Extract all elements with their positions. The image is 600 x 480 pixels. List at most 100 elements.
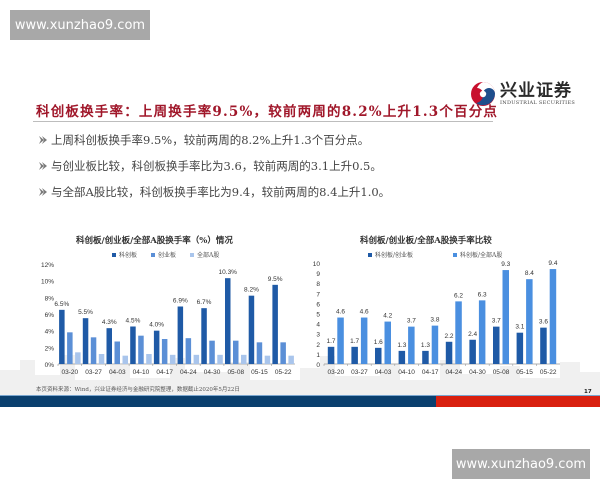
data-label: 6.9% — [173, 298, 188, 305]
bar-chart-plot: 0 1 2 3 4 5 6 7 8 9 10 1.7 4.6 03-20 1.7 4.6 03-27 1.6 4.2… — [313, 260, 560, 376]
data-label: 6.5% — [54, 301, 69, 308]
x-tick-label: 05-08 — [493, 369, 510, 376]
x-tick-label: 05-15 — [516, 369, 533, 376]
cityscape-background — [0, 355, 600, 395]
legend-label: 科创板/全部A股 — [460, 252, 503, 259]
bar — [98, 354, 105, 364]
data-label: 6.7% — [197, 299, 212, 306]
bar — [90, 337, 97, 364]
y-tick-label: 8% — [45, 295, 55, 302]
x-tick-label: 04-17 — [422, 369, 439, 376]
bar — [75, 352, 81, 364]
bar — [540, 327, 547, 364]
bar — [225, 278, 231, 364]
logo-name-en: INDUSTRIAL SECURITIES — [500, 100, 576, 106]
bar — [455, 301, 462, 364]
bar — [256, 342, 263, 364]
logo-swirl-icon — [471, 82, 495, 106]
data-label: 10.3% — [219, 269, 238, 276]
bar — [146, 354, 152, 364]
legend-swatch — [453, 252, 458, 257]
footer-bar-red — [436, 396, 600, 407]
bullet-item: 与创业板比较，科创板换手率比为3.6，较前两周的3.1上升0.5。 — [38, 153, 390, 179]
bar — [288, 355, 294, 364]
data-label: 8.2% — [244, 287, 259, 294]
title-divider — [33, 121, 493, 122]
data-label: 3.7 — [492, 318, 501, 325]
bar — [408, 326, 415, 364]
chevron-bullet-icon — [39, 136, 47, 144]
bar — [375, 347, 382, 364]
x-tick-label: 03-20 — [327, 369, 344, 376]
x-tick-label: 03-20 — [62, 369, 79, 376]
bar-chart-plot: 0% 2% 4% 6% 8% 10% 12% 6.5% 03-20 5.5% 03-27 4.3% 04… — [41, 262, 295, 376]
legend-item: 科创板/创业板 — [368, 250, 413, 259]
bar — [130, 326, 136, 364]
bar — [264, 355, 271, 364]
bar — [248, 295, 255, 364]
y-tick-label: 1 — [316, 352, 320, 359]
legend-swatch — [368, 252, 372, 257]
bar — [201, 308, 207, 364]
y-tick-label: 3 — [316, 332, 320, 339]
chart-title: 科创板/创业板/全部A股换手率（%）情况 — [76, 236, 233, 246]
y-tick-label: 7 — [316, 291, 320, 298]
bar — [161, 339, 168, 364]
legend-swatch — [190, 252, 195, 257]
data-label: 1.3 — [397, 342, 406, 349]
bar — [233, 340, 239, 364]
x-tick-label: 04-10 — [398, 369, 415, 376]
x-tick-label: 04-24 — [445, 369, 462, 376]
logo-name-cn: 兴业证券 — [500, 81, 572, 101]
y-tick-label: 10% — [41, 279, 54, 286]
bar — [493, 326, 500, 364]
data-label: 9.5% — [268, 276, 283, 283]
bar — [106, 328, 112, 364]
legend-item: 科创板/全部A股 — [453, 250, 502, 259]
bar — [193, 354, 200, 364]
y-tick-label: 6 — [316, 301, 320, 308]
company-logo: 兴业证券 INDUSTRIAL SECURITIES — [470, 74, 596, 114]
bar — [153, 330, 160, 364]
bar — [398, 350, 406, 364]
legend-label: 科创板 — [119, 252, 138, 259]
bar — [177, 306, 184, 364]
bar — [502, 270, 509, 364]
y-tick-label: 6% — [45, 312, 55, 319]
y-tick-label: 12% — [41, 262, 54, 269]
bar — [351, 346, 358, 364]
bar — [445, 341, 453, 364]
bullet-text: 与创业板比较，科创板换手率比为3.6，较前两周的3.1上升0.5。 — [51, 159, 382, 173]
legend-label: 创业板 — [158, 252, 177, 259]
bar — [114, 341, 120, 364]
bar — [469, 339, 476, 364]
x-tick-label: 05-22 — [275, 369, 292, 376]
turnover-rate-chart: 科创板/创业板/全部A股换手率（%）情况 科创板 创业板 全部A股 0% 2% 4%… — [30, 228, 300, 380]
y-tick-label: 2 — [316, 342, 320, 349]
bar — [384, 321, 391, 364]
bar — [478, 300, 486, 364]
x-tick-label: 04-17 — [156, 369, 173, 376]
data-label: 6.3 — [478, 291, 487, 298]
footer-accent-line — [0, 395, 600, 396]
source-note: 本页资料来源：Wind，兴业证券经济与金融研究院整理，数据截止2020年5月22… — [36, 387, 240, 393]
chart-legend: 科创板 创业板 全部A股 — [112, 250, 233, 259]
bullet-item: 与全部A股比较，科创板换手率比为9.4，较前两周的8.4上升1.0。 — [38, 179, 390, 205]
bar — [431, 325, 439, 364]
bar — [337, 317, 344, 364]
bullet-item: 上周科创板换手率9.5%，较前两周的8.2%上升1.3个百分点。 — [38, 127, 390, 153]
bar — [272, 284, 278, 364]
x-tick-label: 04-03 — [109, 369, 126, 376]
data-label: 4.2 — [383, 313, 392, 320]
chart-title: 科创板/创业板/全部A股换手率比较 — [360, 236, 492, 246]
data-label: 4.5% — [126, 318, 141, 325]
bullet-text: 与全部A股比较，科创板换手率比为9.4，较前两周的8.4上升1.0。 — [51, 185, 391, 199]
bar — [360, 317, 368, 364]
data-label: 1.7 — [327, 338, 336, 345]
data-label: 2.2 — [445, 333, 454, 340]
chevron-bullet-icon — [39, 162, 47, 170]
data-label: 4.6 — [336, 309, 345, 316]
y-tick-label: 4% — [45, 329, 55, 336]
x-tick-label: 04-10 — [133, 369, 150, 376]
data-label: 3.8 — [430, 317, 439, 324]
